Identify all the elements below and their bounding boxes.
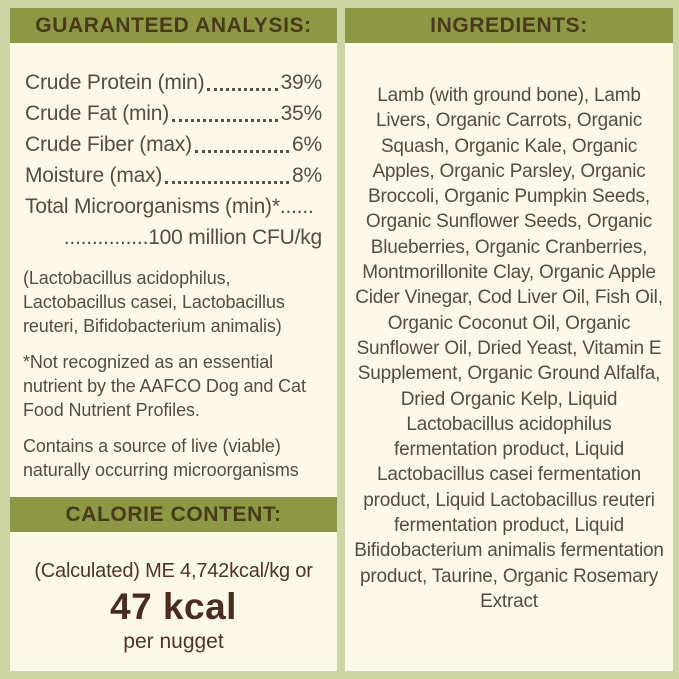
guaranteed-analysis-panel: GUARANTEED ANALYSIS: Crude Protein (min)…	[10, 8, 337, 671]
dot-leader	[204, 67, 280, 98]
analysis-row-label: Total Microorganisms (min)*......	[25, 195, 314, 218]
ingredients-title: INGREDIENTS:	[430, 13, 588, 37]
viable-microorganisms-note: Contains a source of live (viable) natur…	[23, 436, 299, 480]
analysis-row-label: Moisture (max)	[25, 164, 163, 187]
calorie-big-value: 47 kcal	[110, 586, 237, 627]
dot-leader	[192, 129, 292, 160]
analysis-row-value: 39%	[280, 71, 323, 94]
analysis-row-label: Crude Fiber (max)	[25, 133, 192, 156]
guaranteed-analysis-header: GUARANTEED ANALYSIS:	[10, 8, 337, 43]
ingredients-panel: INGREDIENTS: Lamb (with ground bone), La…	[345, 8, 673, 671]
ingredients-list: Lamb (with ground bone), Lamb Livers, Or…	[354, 85, 664, 612]
analysis-row-label: Crude Fat (min)	[25, 102, 170, 125]
dot-leader	[169, 98, 281, 129]
analysis-row-label: Crude Protein (min)	[25, 71, 205, 94]
analysis-row-value: 6%	[292, 133, 322, 156]
aafco-footnote: *Not recognized as an essential nutrient…	[23, 352, 306, 420]
ingredients-header: INGREDIENTS:	[345, 8, 673, 43]
analysis-row-crude-fat: Crude Fat (min) 35%	[25, 98, 322, 129]
analysis-row-value: 35%	[280, 102, 323, 125]
analysis-row-crude-protein: Crude Protein (min) 39%	[25, 67, 322, 98]
dot-leader	[162, 160, 292, 191]
calorie-calculated-line: (Calculated) ME 4,742kcal/kg or	[34, 560, 313, 582]
analysis-row-crude-fiber: Crude Fiber (max) 6%	[25, 129, 322, 160]
calorie-per-nugget-label: per nugget	[123, 630, 224, 653]
guaranteed-analysis-title: GUARANTEED ANALYSIS:	[35, 13, 312, 37]
analysis-row-value: 8%	[292, 164, 322, 187]
bacteria-species-note: (Lactobacillus acidophilus, Lactobacillu…	[23, 268, 285, 336]
calorie-content-header: CALORIE CONTENT:	[10, 497, 337, 532]
analysis-table: Crude Protein (min) 39% Crude Fat (min) …	[25, 67, 322, 253]
analysis-row-moisture: Moisture (max) 8%	[25, 160, 322, 191]
calorie-content-title: CALORIE CONTENT:	[65, 502, 282, 526]
analysis-row-cfu-value: ...............100 million CFU/kg	[25, 222, 323, 253]
analysis-row-microorganisms: Total Microorganisms (min)*......	[25, 191, 322, 222]
analysis-row-value: ...............100 million CFU/kg	[63, 226, 323, 249]
